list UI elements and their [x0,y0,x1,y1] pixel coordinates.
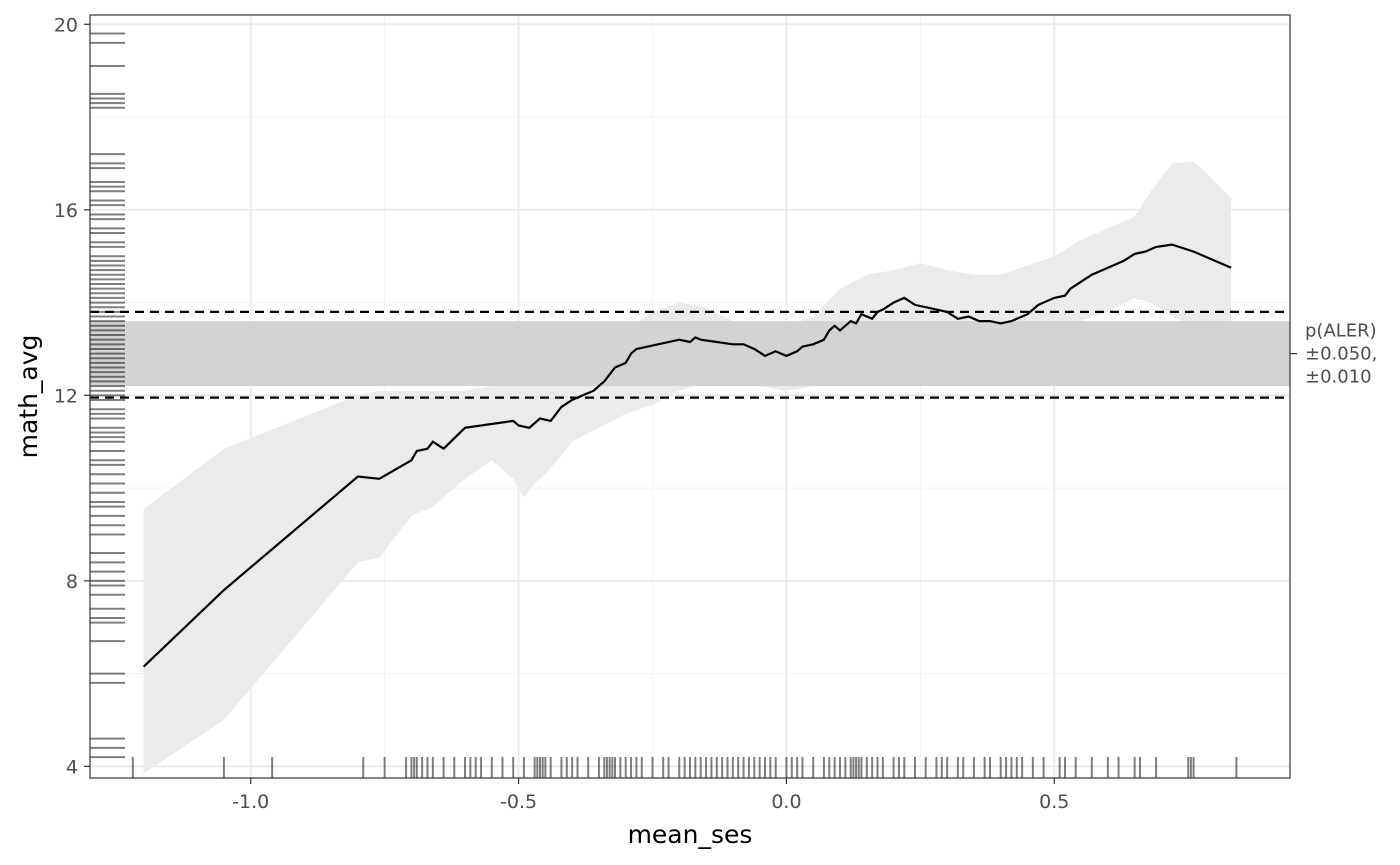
y-tick-label: 16 [54,200,78,222]
reference-band [90,321,1290,387]
x-tick-label: -0.5 [500,791,537,813]
annotation-line-1: p(ALER) [1305,321,1377,342]
rug-y [90,32,125,759]
x-axis-title: mean_ses [628,820,753,849]
band-annotation: p(ALER) ±0.050, ±0.010 [1290,321,1377,388]
x-tick-label: -1.0 [232,791,269,813]
x-tick-label: 0.5 [1039,791,1069,813]
y-tick-label: 4 [66,756,78,778]
confidence-ribbon [143,161,1232,774]
x-tick-label: 0.0 [771,791,801,813]
y-axis: 4 8 12 16 20 [54,14,90,778]
grid-major [90,15,1290,778]
rug-x [131,757,1238,778]
y-axis-title: math_avg [14,335,43,459]
x-axis: -1.0 -0.5 0.0 0.5 [232,778,1069,813]
annotation-line-2: ±0.050, [1305,344,1377,365]
y-tick-label: 12 [54,385,78,407]
y-tick-label: 8 [66,571,78,593]
annotation-line-3: ±0.010 [1305,367,1372,388]
ale-series-line [142,243,1232,668]
reference-lines [90,310,1290,399]
y-tick-label: 20 [54,14,78,36]
panel-border [89,14,1291,779]
